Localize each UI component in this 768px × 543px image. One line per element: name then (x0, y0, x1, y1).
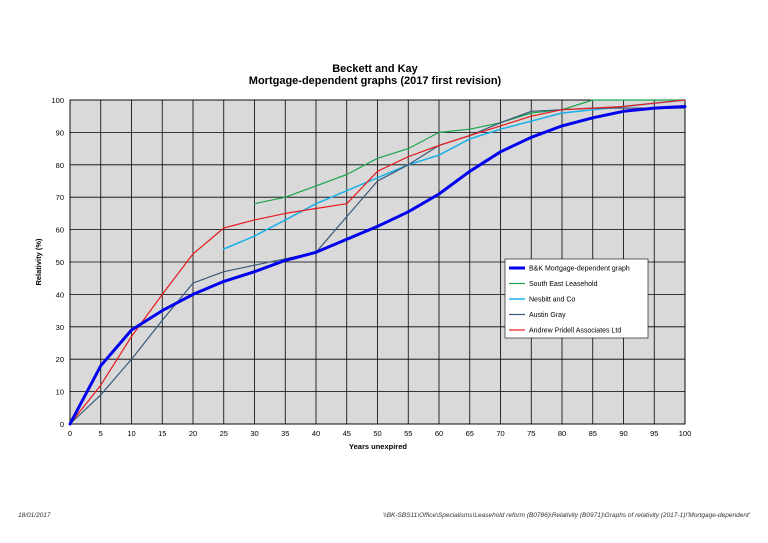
y-axis-label: Relativity (%) (34, 238, 43, 286)
x-tick-label: 85 (589, 429, 597, 438)
legend-entry: Nesbitt and Co (529, 297, 575, 304)
x-tick-label: 5 (99, 429, 103, 438)
x-tick-label: 90 (619, 429, 627, 438)
y-tick-label: 50 (56, 258, 64, 267)
legend-entry: B&K Mortgage-dependent graph (529, 266, 630, 273)
y-tick-label: 10 (56, 388, 64, 397)
footer-file-path: \\BK-SBS11\Office\Specialisms\Leasehold … (383, 512, 750, 519)
x-tick-label: 55 (404, 429, 412, 438)
tick-labels: 0 5 10 15 20 25 30 35 40 45 50 55 60 65 70 75 80 85 90 95 10… (51, 96, 691, 438)
x-tick-label: 75 (527, 429, 535, 438)
x-tick-label: 30 (250, 429, 258, 438)
x-tick-label: 40 (312, 429, 320, 438)
y-tick-label: 100 (51, 96, 64, 105)
x-tick-label: 60 (435, 429, 443, 438)
y-tick-label: 80 (56, 161, 64, 170)
x-tick-label: 15 (158, 429, 166, 438)
series-line (68, 105, 687, 426)
x-tick-label: 95 (650, 429, 658, 438)
y-tick-label: 30 (56, 323, 64, 332)
chart-subtitle: Mortgage-dependent graphs (2017 first re… (249, 75, 502, 87)
y-tick-label: 40 (56, 290, 64, 299)
x-tick-label: 35 (281, 429, 289, 438)
x-tick-label: 65 (466, 429, 474, 438)
x-tick-label: 100 (679, 429, 692, 438)
y-tick-label: 70 (56, 193, 64, 202)
footer-date: 18/01/2017 (18, 512, 51, 519)
x-tick-label: 20 (189, 429, 197, 438)
legend-entry: Andrew Pridell Associates Ltd (529, 328, 621, 335)
x-tick-label: 45 (343, 429, 351, 438)
x-tick-label: 10 (127, 429, 135, 438)
legend-entry: Austin Gray (529, 312, 566, 319)
y-tick-label: 60 (56, 226, 64, 235)
y-tick-label: 20 (56, 355, 64, 364)
legend: B&K Mortgage-dependent graph South East L… (504, 258, 649, 339)
chart-title: Beckett and Kay (332, 63, 418, 75)
y-tick-label: 0 (60, 420, 64, 429)
legend-box (504, 258, 649, 339)
x-tick-label: 70 (496, 429, 504, 438)
series-lines (68, 99, 687, 426)
x-tick-label: 80 (558, 429, 566, 438)
legend-entry: South East Leasehold (529, 281, 598, 288)
x-tick-label: 25 (220, 429, 228, 438)
series-line (253, 99, 686, 205)
x-axis-label: Years unexpired (349, 442, 407, 451)
x-tick-label: 0 (68, 429, 72, 438)
x-tick-label: 50 (373, 429, 381, 438)
y-tick-label: 90 (56, 128, 64, 137)
series-line (69, 99, 686, 425)
